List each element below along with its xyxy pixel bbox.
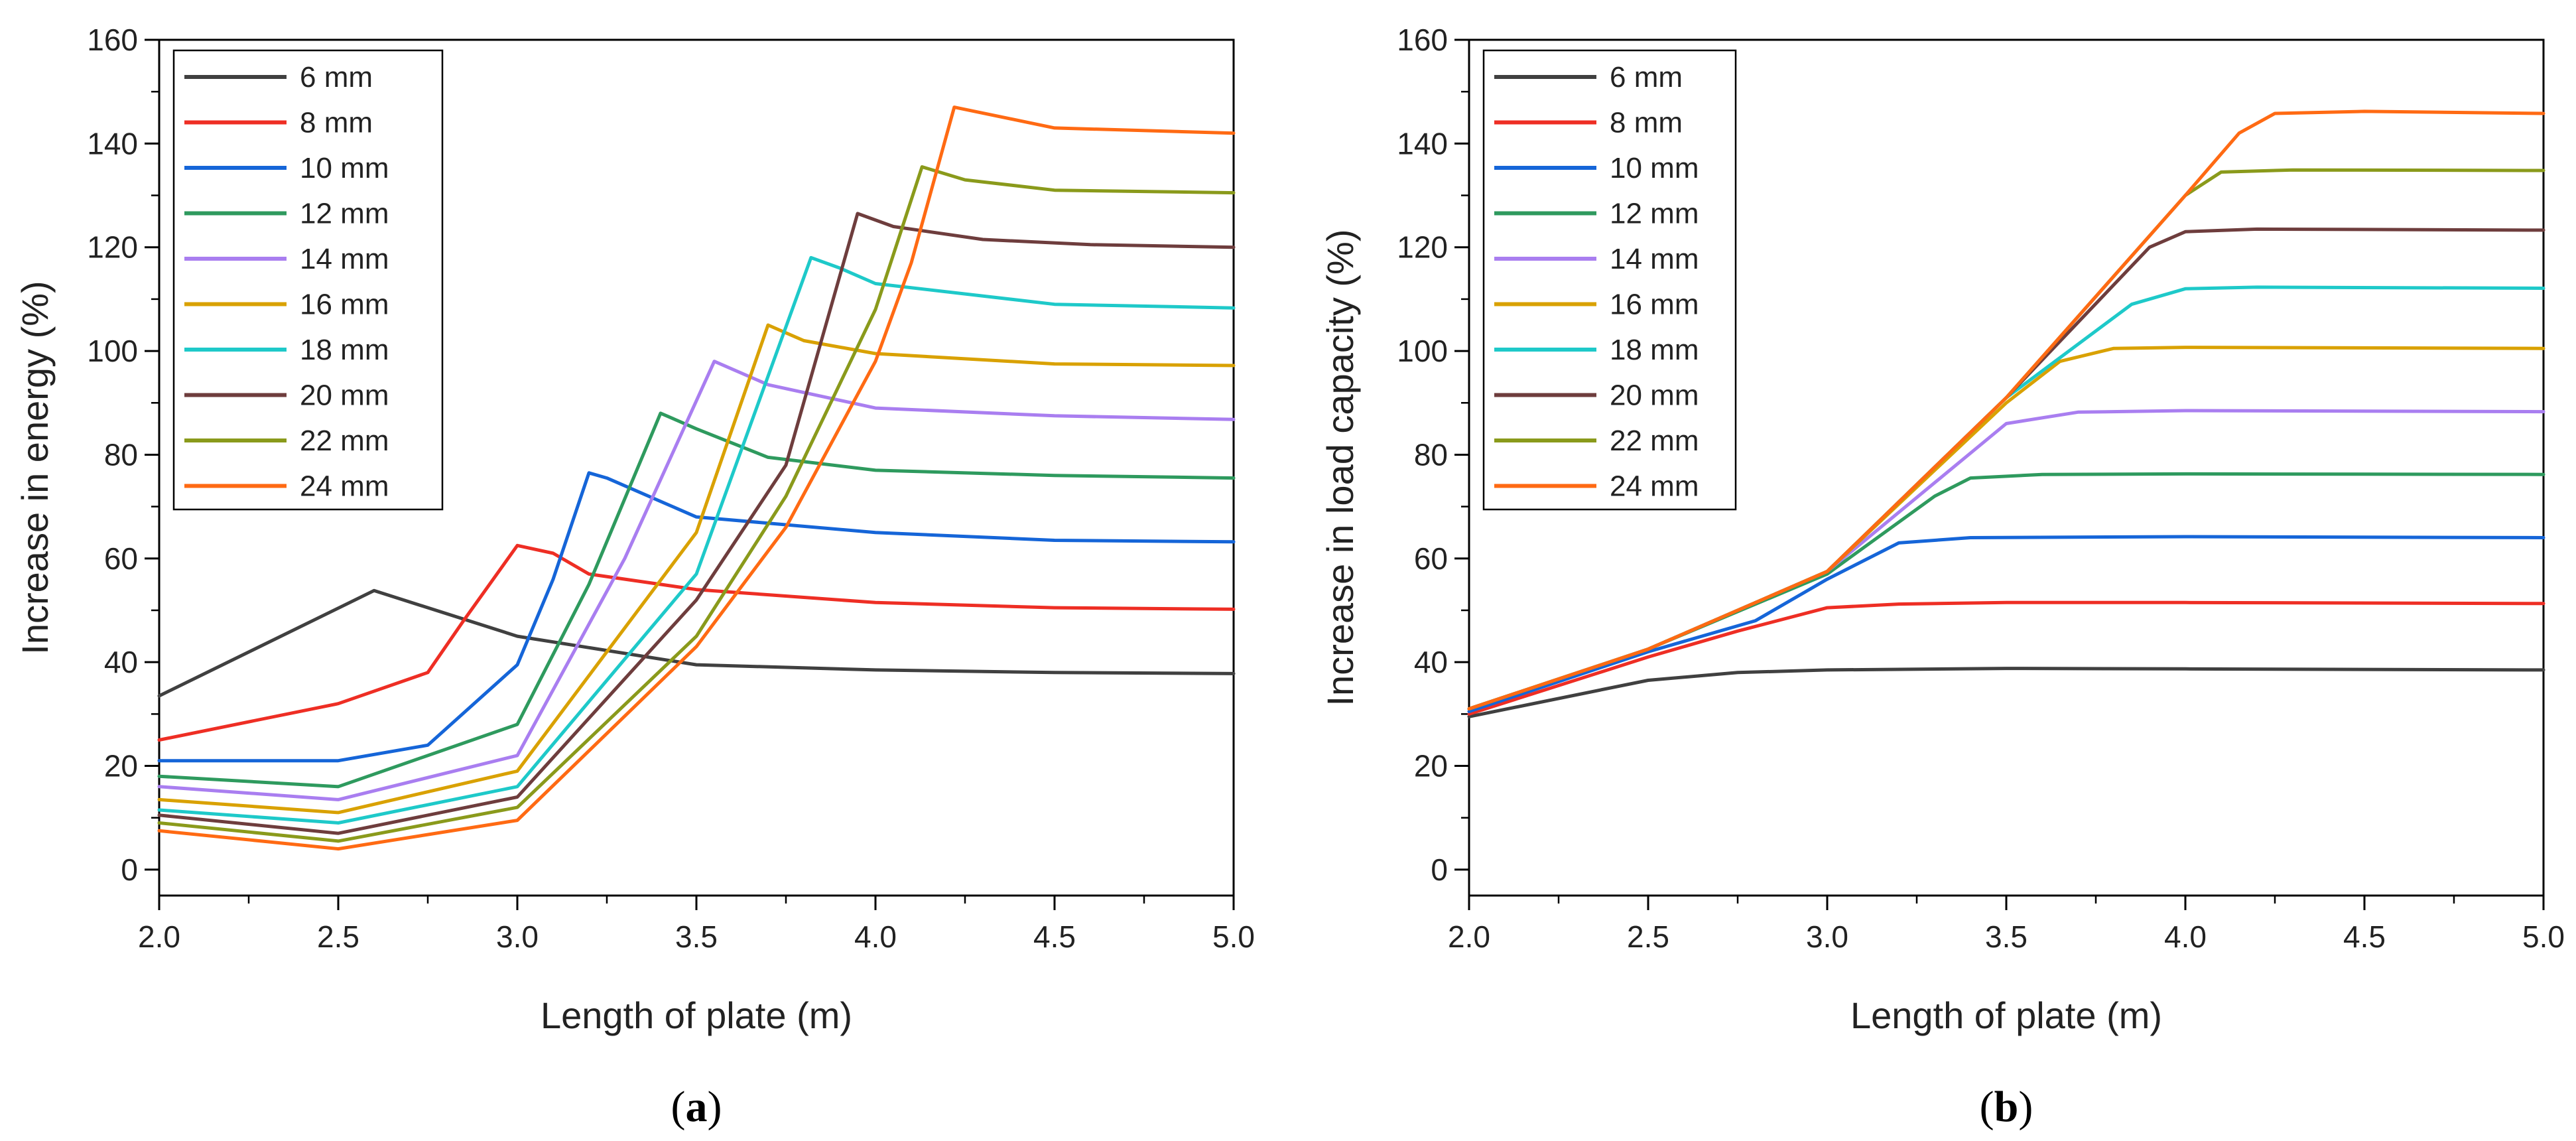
y-axis-title: Increase in energy (%)	[14, 281, 56, 654]
legend-box	[172, 49, 444, 511]
legend-label: 8 mm	[300, 107, 373, 139]
x-tick-label: 2.5	[317, 919, 359, 954]
y-ticks: 0 20 40 60 80 100 120 140 160	[87, 23, 159, 887]
legend-label: 10 mm	[1610, 152, 1699, 184]
x-tick-label: 3.5	[675, 919, 718, 954]
y-ticks: 0 20 40 60 80 100 120 140 160	[1397, 23, 1469, 887]
x-axis-title: Length of plate (m)	[541, 994, 852, 1036]
x-tick-label: 4.5	[1033, 919, 1076, 954]
x-axis-title: Length of plate (m)	[1850, 994, 2162, 1036]
panel-label-b: (b)	[1980, 1083, 2033, 1131]
y-tick-label: 20	[104, 749, 138, 783]
x-tick-label: 4.5	[2343, 919, 2386, 954]
y-tick-label: 40	[1414, 645, 1448, 679]
y-tick-label: 0	[121, 852, 138, 887]
x-ticks: 2.0 2.5 3.0 3.5 4.0 4.5 5.0	[1448, 896, 2565, 954]
x-tick-label: 3.0	[1806, 919, 1848, 954]
series-line-8-mm	[157, 543, 1236, 742]
legend-label: 12 mm	[300, 198, 389, 230]
y-tick-label: 80	[104, 437, 138, 472]
legend-label: 18 mm	[1610, 334, 1699, 366]
y-tick-label: 0	[1431, 852, 1448, 887]
y-tick-label: 100	[1397, 334, 1448, 368]
legend-label: 24 mm	[1610, 470, 1699, 503]
x-tick-label: 4.0	[2164, 919, 2207, 954]
x-tick-label: 3.0	[496, 919, 539, 954]
x-tick-label: 3.5	[1985, 919, 2028, 954]
y-tick-label: 160	[1397, 23, 1448, 57]
legend-label: 18 mm	[300, 334, 389, 366]
series-line-8-mm	[1467, 600, 2545, 716]
x-tick-label: 5.0	[2522, 919, 2565, 954]
legend-label: 14 mm	[1610, 243, 1699, 275]
series-line-24-mm	[1467, 109, 2545, 710]
panel-b: 2.0 2.5 3.0 3.5 4.0 4.5 5.0 0 20 40 60 80 100 120 140…	[1319, 23, 2565, 1131]
x-tick-label: 2.5	[1627, 919, 1669, 954]
series-line-22-mm	[157, 165, 1236, 843]
y-tick-label: 60	[1414, 541, 1448, 576]
legend-box	[1482, 49, 1737, 511]
legend-label: 20 mm	[300, 379, 389, 412]
series-line-6-mm	[1467, 667, 2545, 718]
series-line-14-mm	[157, 360, 1236, 801]
y-tick-label: 80	[1414, 437, 1448, 472]
legend: 6 mm 8 mm 10 mm 12 mm 14 mm 16 mm 18 mm 20 mm 22…	[172, 49, 444, 511]
series-line-6-mm	[157, 588, 1236, 698]
series-line-24-mm	[157, 105, 1236, 851]
legend-label: 14 mm	[300, 243, 389, 275]
y-tick-label: 20	[1414, 749, 1448, 783]
series-line-10-mm	[157, 471, 1236, 763]
x-ticks: 2.0 2.5 3.0 3.5 4.0 4.5 5.0	[138, 896, 1255, 954]
legend-label: 22 mm	[300, 425, 389, 457]
series-line-10-mm	[1467, 535, 2545, 713]
panel-label-a: (a)	[671, 1083, 722, 1131]
legend-label: 8 mm	[1610, 107, 1683, 139]
legend-label: 20 mm	[1610, 379, 1699, 412]
legend: 6 mm 8 mm 10 mm 12 mm 14 mm 16 mm 18 mm 20 mm 22…	[1482, 49, 1737, 511]
legend-label: 6 mm	[300, 61, 373, 94]
legend-label: 10 mm	[300, 152, 389, 184]
y-tick-label: 60	[104, 541, 138, 576]
legend-label: 12 mm	[1610, 198, 1699, 230]
y-tick-label: 160	[87, 23, 138, 57]
y-tick-label: 40	[104, 645, 138, 679]
y-tick-label: 140	[1397, 126, 1448, 161]
y-tick-label: 100	[87, 334, 138, 368]
y-tick-label: 120	[87, 230, 138, 265]
legend-label: 22 mm	[1610, 425, 1699, 457]
legend-label: 24 mm	[300, 470, 389, 503]
x-tick-label: 2.0	[1448, 919, 1490, 954]
series-line-20-mm	[157, 212, 1236, 835]
y-tick-label: 140	[87, 126, 138, 161]
x-tick-label: 2.0	[138, 919, 180, 954]
series-line-12-mm	[157, 411, 1236, 789]
legend-label: 6 mm	[1610, 61, 1683, 94]
panel-a: 2.0 2.5 3.0 3.5 4.0 4.5 5.0 0 20 40 60 80 100 120 140…	[14, 23, 1255, 1131]
legend-label: 16 mm	[300, 289, 389, 321]
y-axis-title: Increase in load capacity (%)	[1319, 229, 1361, 706]
x-tick-label: 5.0	[1212, 919, 1255, 954]
series-line-16-mm	[157, 323, 1236, 815]
x-tick-label: 4.0	[854, 919, 897, 954]
y-tick-label: 120	[1397, 230, 1448, 265]
series-lines	[1467, 109, 2545, 718]
series-line-18-mm	[157, 255, 1236, 825]
legend-label: 16 mm	[1610, 289, 1699, 321]
series-lines	[157, 105, 1236, 851]
